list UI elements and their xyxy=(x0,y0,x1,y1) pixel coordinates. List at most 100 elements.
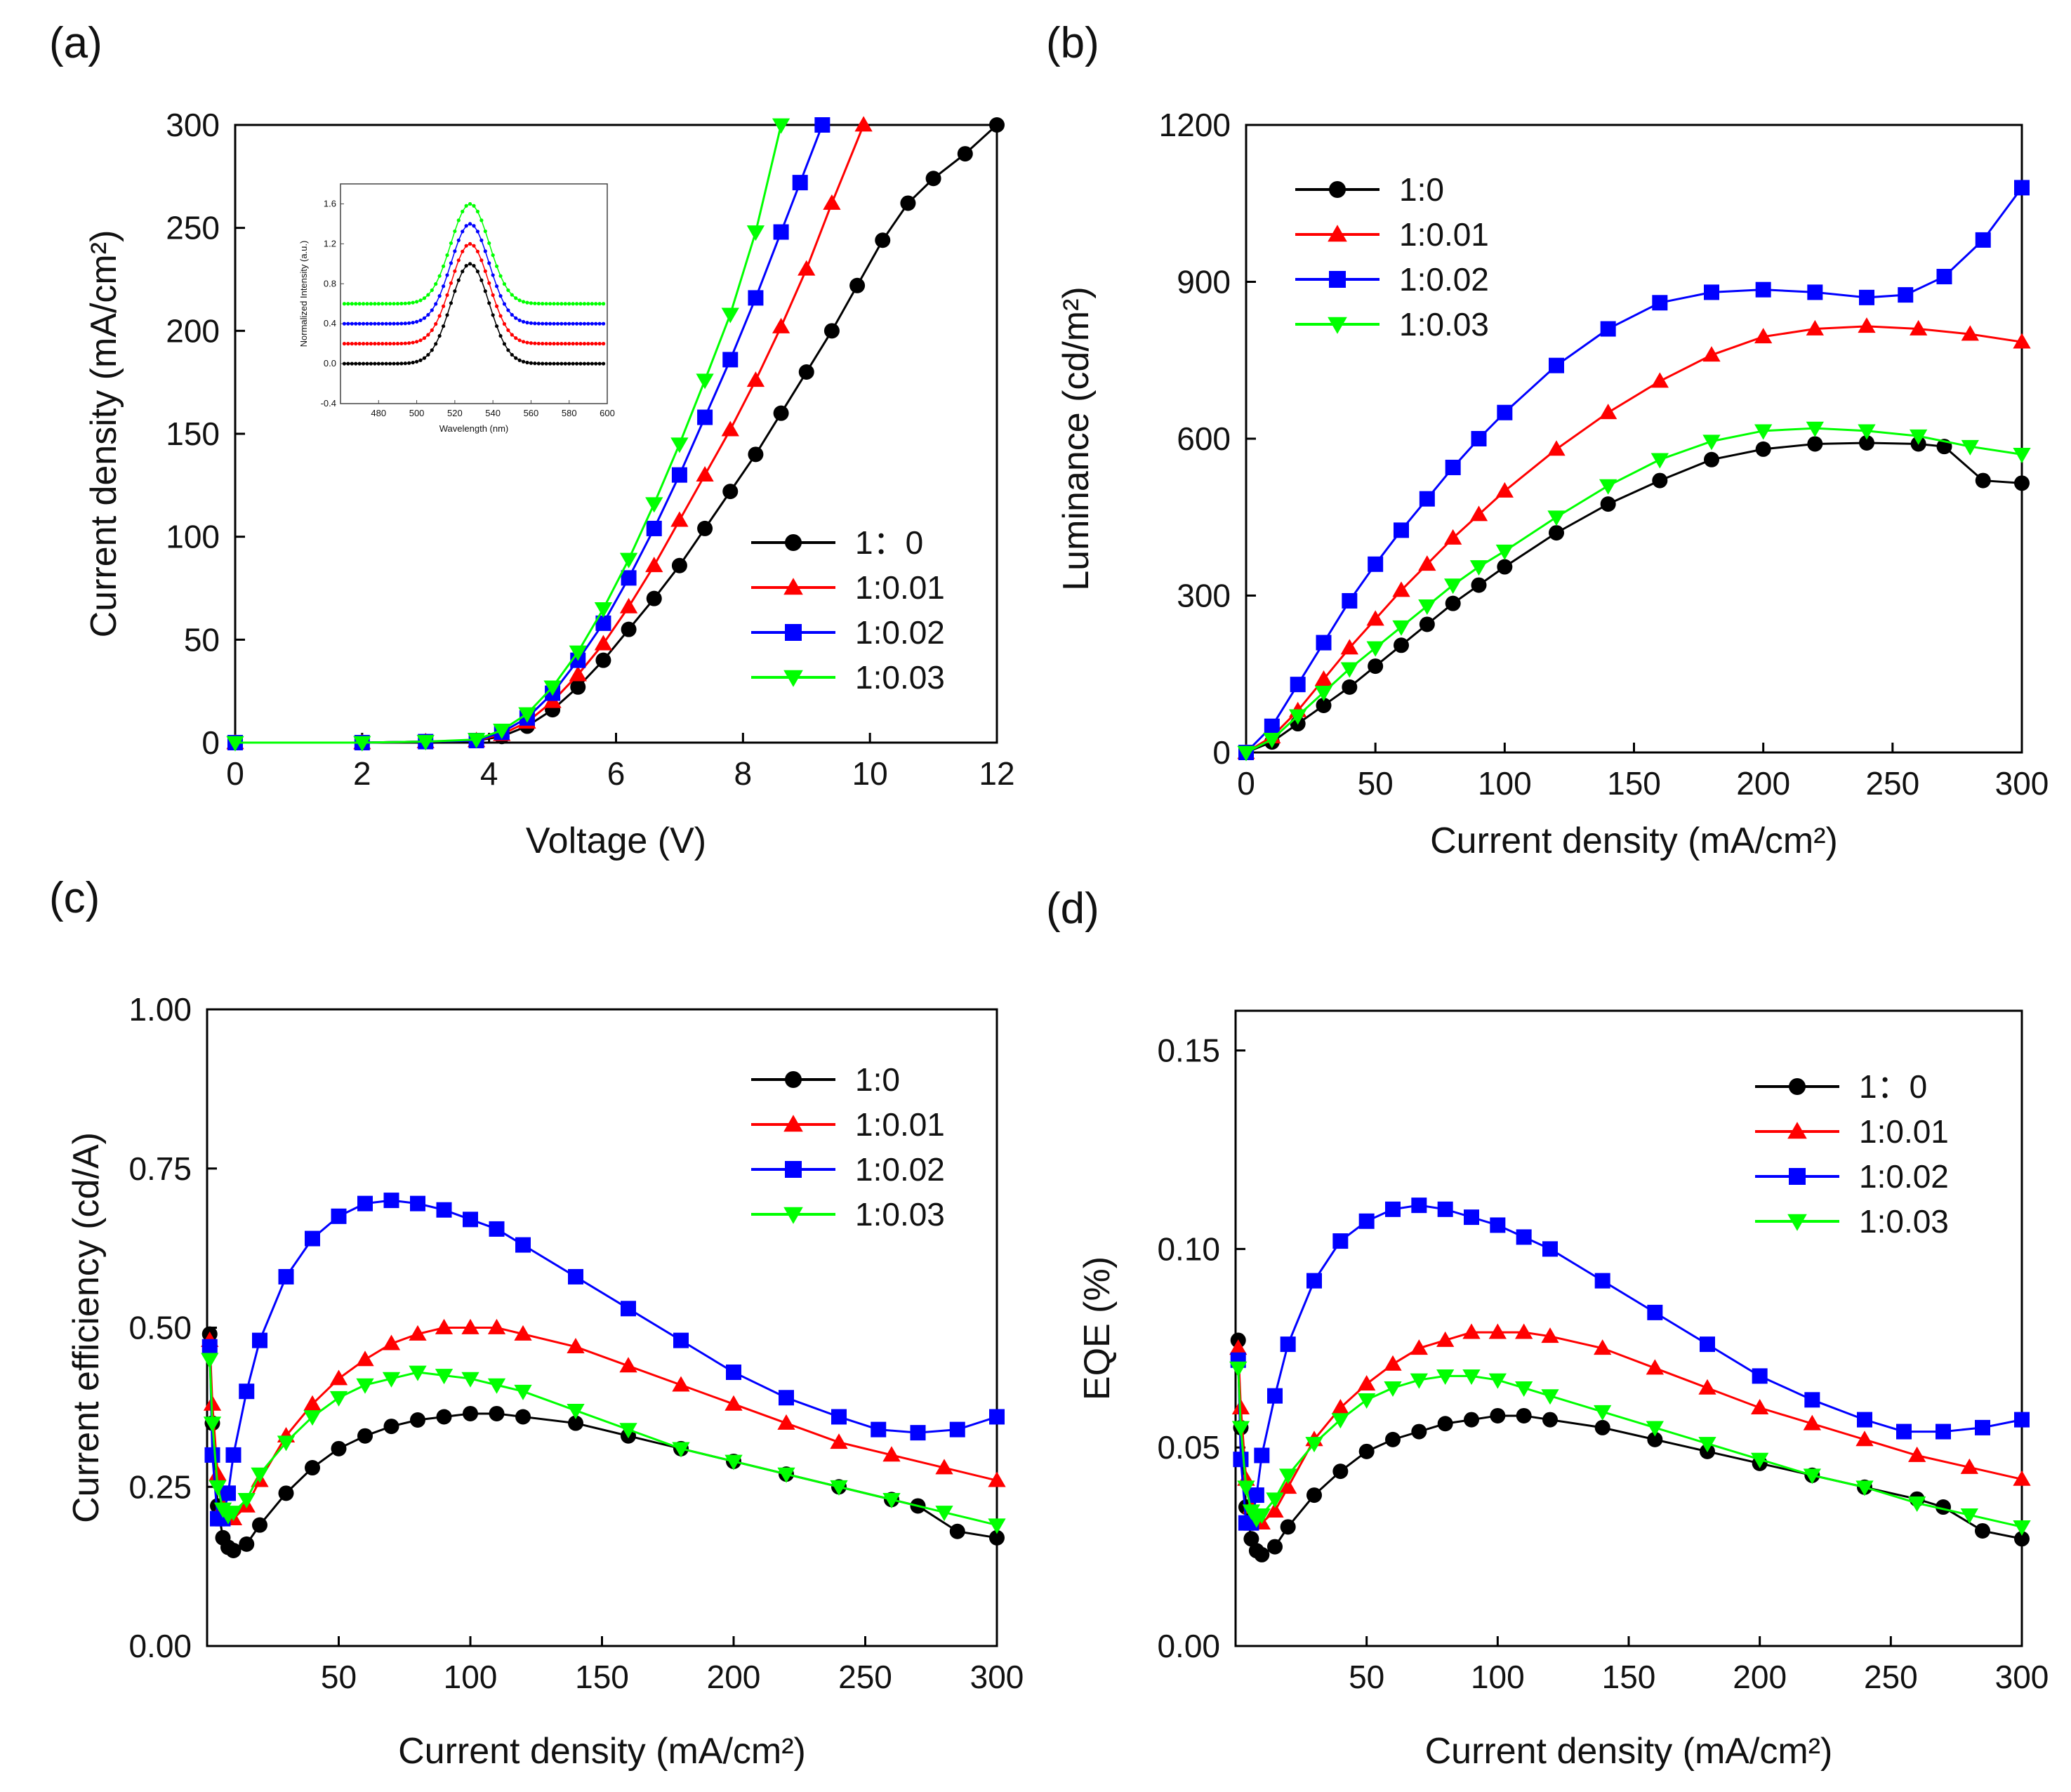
inset-data-point xyxy=(498,294,503,298)
legend-marker xyxy=(783,578,803,595)
inset-data-point xyxy=(411,321,415,325)
data-point xyxy=(1961,325,1979,341)
inset-data-point xyxy=(533,321,537,326)
series-line-1:0.03 xyxy=(1245,427,2023,754)
inset-data-point xyxy=(487,261,491,265)
inset-data-point xyxy=(381,302,385,306)
inset-data-point xyxy=(491,273,495,277)
data-point xyxy=(410,1195,425,1212)
inset-data-point xyxy=(437,314,442,318)
inset-data-point xyxy=(578,361,583,366)
data-point xyxy=(1908,1446,1926,1462)
data-point xyxy=(1314,670,1333,686)
inset-data-point xyxy=(491,253,495,258)
data-layer xyxy=(201,1193,1006,1558)
inset-data-point xyxy=(502,342,507,346)
inset-data-point xyxy=(541,321,545,326)
x-tick-label: 200 xyxy=(1733,1659,1787,1695)
data-point xyxy=(383,1419,399,1435)
inset-data-point xyxy=(578,302,583,306)
data-point xyxy=(594,602,613,618)
data-point xyxy=(209,1480,227,1496)
data-point xyxy=(748,290,764,306)
data-point xyxy=(305,1230,320,1247)
inset-data-point xyxy=(357,302,362,306)
data-point xyxy=(672,1442,690,1458)
data-point xyxy=(570,679,586,695)
data-point xyxy=(748,446,764,463)
inset-data-point xyxy=(453,289,457,293)
data-point xyxy=(619,597,638,613)
legend-label: 1:0.02 xyxy=(855,1151,945,1188)
data-point xyxy=(1445,459,1461,475)
inset-data-point xyxy=(510,333,514,337)
data-point xyxy=(1936,1423,1951,1440)
data-point xyxy=(1804,1392,1820,1408)
legend-marker xyxy=(783,670,803,687)
inset-data-point xyxy=(567,302,571,306)
data-point xyxy=(237,1493,256,1509)
data-point xyxy=(329,1369,348,1386)
inset-data-point xyxy=(365,321,369,326)
inset-data-point xyxy=(403,321,407,326)
data-point xyxy=(1266,1502,1284,1518)
y-tick-label: 0.50 xyxy=(128,1310,192,1346)
data-point xyxy=(416,735,435,751)
inset-data-point xyxy=(411,340,415,345)
data-point xyxy=(672,1376,690,1392)
data-point xyxy=(1411,1197,1427,1214)
inset-data-point xyxy=(529,341,534,345)
data-point xyxy=(493,724,511,740)
inset-data-point xyxy=(560,321,564,326)
inset-data-point xyxy=(571,361,575,366)
data-point xyxy=(1237,1480,1255,1496)
y-tick-label: 300 xyxy=(1177,578,1231,614)
data-point xyxy=(1910,429,1928,445)
inset-data-point xyxy=(384,302,388,306)
data-point xyxy=(949,1523,965,1539)
inset-data-point xyxy=(426,333,430,337)
inset-data-point xyxy=(544,321,548,326)
y-axis-title: Luminance (cd/m²) xyxy=(1056,286,1097,590)
series-line-1:0.01 xyxy=(1245,325,2023,754)
data-point xyxy=(1229,1339,1248,1355)
inset-data-point xyxy=(461,209,465,213)
data-point xyxy=(1495,544,1514,560)
data-point xyxy=(1936,269,1952,285)
x-axis-title: Current density (mA/cm²) xyxy=(1430,821,1838,861)
data-point xyxy=(2013,1520,2031,1536)
inset-data-point xyxy=(525,300,529,305)
x-tick-label: 2 xyxy=(353,755,371,792)
inset-x-tick-label: 500 xyxy=(409,408,425,418)
inset-data-point xyxy=(582,302,587,306)
inset-data-point xyxy=(510,312,514,317)
inset-data-point xyxy=(514,356,518,360)
inset-data-point xyxy=(594,342,598,346)
data-point xyxy=(1975,1419,1990,1435)
data-point xyxy=(1896,1423,1912,1440)
data-point xyxy=(1515,1323,1533,1339)
data-point xyxy=(595,615,611,631)
inset-data-point xyxy=(555,361,560,366)
data-point xyxy=(722,352,739,368)
data-point xyxy=(1599,404,1617,420)
inset-data-point xyxy=(456,278,461,282)
inset-data-point xyxy=(350,302,354,306)
inset-data-point xyxy=(445,293,449,297)
inset-data-point xyxy=(502,281,507,286)
inset-data-point xyxy=(434,281,438,286)
data-point xyxy=(1858,424,1876,440)
inset-data-point xyxy=(544,302,548,306)
legend-label: 1:0.01 xyxy=(855,1106,945,1143)
data-point xyxy=(1807,284,1823,300)
data-point xyxy=(673,1332,689,1348)
y-tick-label: 250 xyxy=(166,210,220,246)
inset-data-point xyxy=(357,321,362,326)
inset-data-point xyxy=(414,319,419,324)
inset-data-point xyxy=(350,361,354,366)
data-point xyxy=(278,1485,294,1501)
inset-data-point xyxy=(525,321,529,325)
inset-data-point xyxy=(369,321,373,326)
inset-data-point xyxy=(468,262,472,266)
data-point xyxy=(1231,1421,1250,1437)
